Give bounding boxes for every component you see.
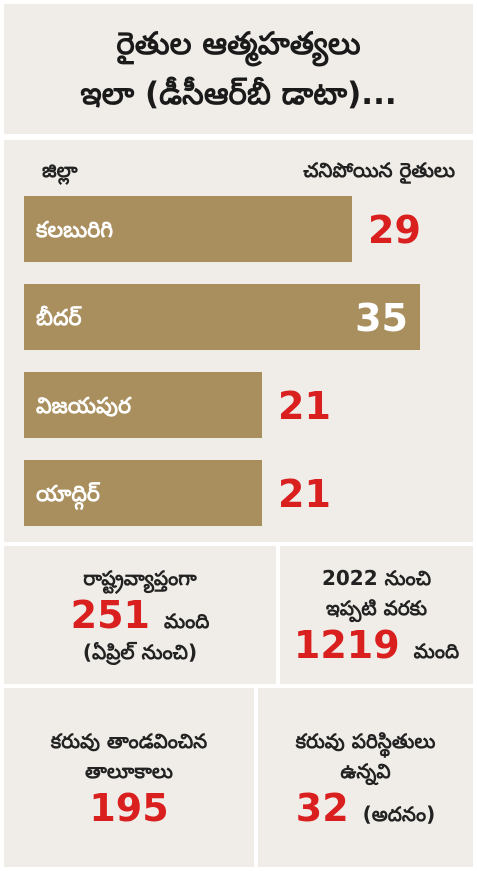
stat-drought-taluks: కరువు తాండవించిన తాలూకాలు 195 bbox=[4, 688, 254, 867]
stat-since-2022-label-2: ఇప్పటి వరకు bbox=[325, 596, 428, 620]
stat-drought-conditions-label-2: ఉన్నవి bbox=[340, 758, 391, 783]
stat-drought-conditions-unit: (అదనం) bbox=[362, 801, 436, 826]
bar-chart-panel bbox=[4, 140, 473, 542]
stat-drought-conditions: కరువు పరిస్థితులు ఉన్నవి 32 (అదనం) bbox=[258, 688, 473, 867]
stat-statewide-label: రాష్ట్రవ్యాప్తంగా bbox=[83, 566, 197, 590]
stat-drought-conditions-value: 32 bbox=[295, 785, 349, 830]
stat-drought-taluks-label-1: కరువు తాండవించిన bbox=[50, 728, 208, 753]
stat-drought-conditions-label-1: కరువు పరిస్థితులు bbox=[295, 728, 436, 753]
stat-statewide: రాష్ట్రవ్యాప్తంగా 251 మంది (ఏప్రిల్ నుంచ… bbox=[4, 546, 276, 684]
stat-drought-taluks-label-2: తాలూకాలు bbox=[85, 758, 173, 783]
stat-statewide-unit: మంది bbox=[163, 609, 210, 633]
stat-statewide-note: (ఏప్రిల్ నుంచి) bbox=[82, 640, 198, 664]
x-axis-label: జిల్లా bbox=[42, 158, 78, 182]
title-line-2: ఇలా (డీసీఆర్‌బీ డాటా)... bbox=[80, 76, 397, 112]
stat-since-2022: 2022 నుంచి ఇప్పటి వరకు 1219 మంది bbox=[280, 546, 473, 684]
stat-since-2022-unit: మంది bbox=[413, 639, 460, 663]
title-line-1: రైతుల ఆత్మహత్యలు bbox=[116, 26, 361, 62]
stat-since-2022-label-1: 2022 నుంచి bbox=[321, 566, 432, 590]
stat-statewide-value: 251 bbox=[70, 593, 150, 637]
stat-since-2022-value: 1219 bbox=[293, 623, 400, 667]
stat-drought-taluks-value: 195 bbox=[89, 785, 169, 830]
chart-title: రైతుల ఆత్మహత్యలు ఇలా (డీసీఆర్‌బీ డాటా)..… bbox=[4, 4, 473, 134]
y-axis-label: చనిపోయిన రైతులు bbox=[303, 158, 455, 182]
